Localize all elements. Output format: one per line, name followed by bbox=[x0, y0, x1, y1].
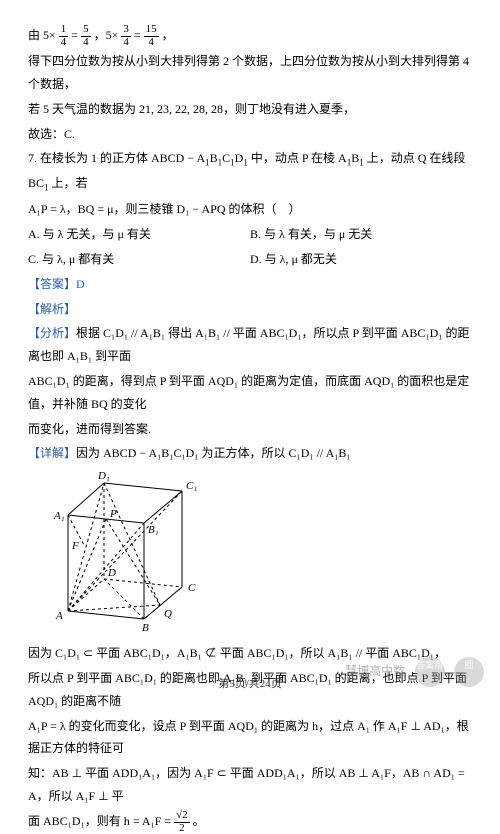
svg-text:P: P bbox=[109, 508, 117, 520]
question-7-stem2: A₁P = λ，BQ = μ，则三棱锥 D₁ − APQ 的体积（ ） bbox=[28, 198, 472, 221]
svg-text:D₁: D₁ bbox=[97, 471, 110, 482]
option-a: A. 与 λ 无关，与 μ 有关 bbox=[28, 223, 250, 246]
fenxi-line: 【分析】根据 C₁D₁ // A₁B₁ 得出 A₁B₁ // 平面 ABC₁D₁… bbox=[28, 322, 472, 368]
t: = bbox=[134, 28, 144, 42]
body-line: 故选：C. bbox=[28, 123, 472, 146]
watermark-circle: 圈 bbox=[454, 657, 484, 687]
fenxi-line: ABC₁D₁ 的距离，得到点 P 到平面 AQD₁ 的距离为定值，而底面 AQD… bbox=[28, 370, 472, 416]
jiexi-label: 【解析】 bbox=[28, 298, 472, 321]
options: A. 与 λ 无关，与 μ 有关 B. 与 λ 有关，与 μ 无关 C. 与 λ… bbox=[28, 223, 472, 273]
watermark-circle: 答案帮 bbox=[415, 657, 445, 687]
svg-text:B₁: B₁ bbox=[148, 524, 159, 536]
watermark: 慧博高中数 答案帮 圈 bbox=[345, 657, 484, 687]
cube-figure: D₁ C₁ A₁ B₁ P F D Q C A B bbox=[38, 471, 213, 636]
t: ，5× bbox=[94, 28, 119, 42]
option-b: B. 与 λ 有关，与 μ 无关 bbox=[250, 223, 472, 246]
t: = bbox=[71, 28, 81, 42]
svg-text:F: F bbox=[71, 540, 79, 552]
svg-text:B: B bbox=[142, 622, 149, 634]
svg-text:A: A bbox=[55, 610, 63, 622]
body-line: 得下四分位数为按从小到大排列得第 2 个数据，上四分位数为按从小到大排列得第 4… bbox=[28, 50, 472, 96]
frac-1-4: 14 bbox=[59, 24, 69, 48]
proof-line-last: 面 ABC₁D₁，则有 h = A₁F = √22 。 bbox=[28, 810, 472, 834]
option-d: D. 与 λ, μ 都无关 bbox=[250, 248, 472, 271]
t: ， bbox=[162, 28, 174, 42]
t: 由 5× bbox=[28, 28, 56, 42]
proof-line: A₁P = λ 的变化而变化，设点 P 到平面 AQD₁ 的距离为 h，过点 A… bbox=[28, 715, 472, 761]
xiangjie-line: 【详解】因为 ABCD − A₁B₁C₁D₁ 为正方体，所以 C₁D₁ // A… bbox=[28, 442, 472, 465]
svg-text:Q: Q bbox=[164, 608, 172, 620]
question-7-stem: 7. 在棱长为 1 的正方体 ABCD − A1B1C1D1 中，动点 P 在棱… bbox=[28, 147, 472, 196]
body-line: 若 5 天气温的数据为 21, 23, 22, 28, 28，则丁地没有进入夏季… bbox=[28, 98, 472, 121]
fenxi-line: 而变化，进而得到答案. bbox=[28, 418, 472, 441]
svg-text:C: C bbox=[188, 582, 196, 594]
frac-15-4: 154 bbox=[144, 24, 159, 48]
line-frac: 由 5× 14 = 54 ，5× 34 = 154 ， bbox=[28, 24, 472, 48]
svg-text:C₁: C₁ bbox=[186, 480, 197, 492]
svg-text:D: D bbox=[107, 567, 116, 579]
proof-line: 知：AB ⊥ 平面 ADD₁A₁，因为 A₁F ⊂ 平面 ADD₁A₁，所以 A… bbox=[28, 762, 472, 808]
option-c: C. 与 λ, μ 都有关 bbox=[28, 248, 250, 271]
svg-text:A₁: A₁ bbox=[53, 510, 65, 522]
answer-line: 【答案】D bbox=[28, 273, 472, 296]
frac-5-4: 54 bbox=[81, 24, 91, 48]
frac-root2-2: √22 bbox=[174, 810, 190, 834]
frac-3-4: 34 bbox=[121, 24, 131, 48]
